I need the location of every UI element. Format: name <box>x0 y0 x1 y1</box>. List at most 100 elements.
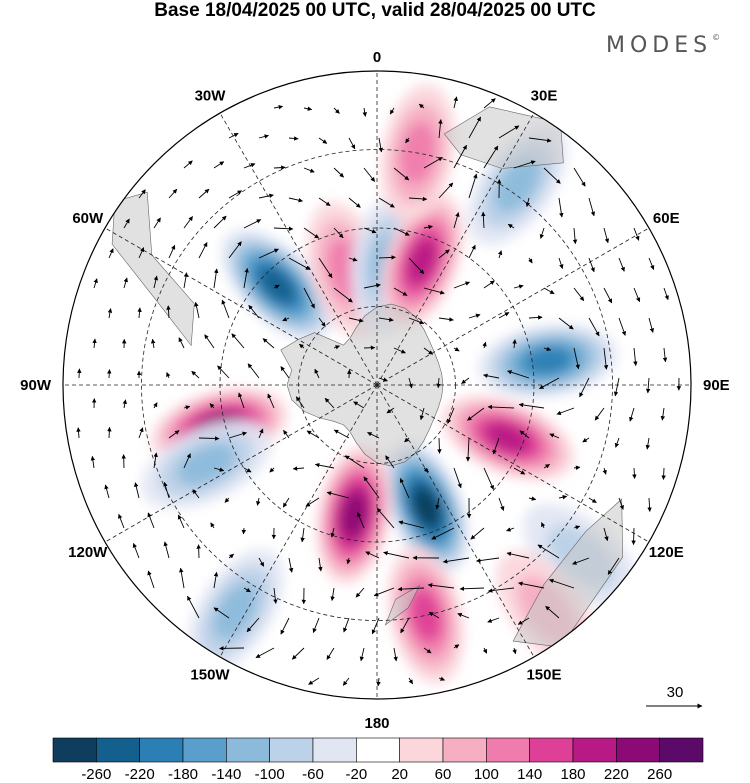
colorbar-tick-label: 220 <box>604 766 629 783</box>
wind-vector <box>166 305 171 319</box>
wind-vector <box>92 338 97 349</box>
wind-vector <box>607 557 620 575</box>
wind-vectors <box>76 96 682 687</box>
australia <box>512 498 624 648</box>
wind-vector <box>423 287 445 295</box>
wind-vector <box>438 119 443 139</box>
wind-vector <box>518 402 545 409</box>
wind-vector <box>292 466 305 471</box>
wind-vector <box>519 430 530 439</box>
wind-vector <box>543 463 550 469</box>
wind-vector <box>333 345 341 350</box>
anomaly-center <box>387 546 465 685</box>
wind-vector <box>303 227 320 239</box>
wind-vector <box>314 368 320 379</box>
wind-vector <box>633 347 638 366</box>
wind-vector <box>423 647 432 654</box>
wind-vector <box>397 586 425 592</box>
wind-vector <box>507 223 515 229</box>
map-border <box>62 70 692 700</box>
wind-vector <box>528 496 537 501</box>
wind-vector <box>435 497 440 510</box>
wind-vector <box>362 107 367 117</box>
wind-vector <box>389 107 395 115</box>
wind-vector <box>273 104 284 110</box>
colorbar-segment <box>182 737 227 763</box>
wind-vector <box>359 647 365 662</box>
wind-vector <box>262 338 275 349</box>
wind-vector <box>602 467 607 475</box>
meridian-label: 60E <box>653 210 680 227</box>
wind-vector <box>228 553 234 559</box>
vector-scale: 30 <box>646 684 703 709</box>
wind-vector <box>408 677 413 685</box>
wind-vector <box>147 570 155 589</box>
wind-vector <box>183 216 194 229</box>
wind-vector <box>342 677 350 686</box>
wind-vector <box>378 197 395 208</box>
wind-vector <box>330 527 335 538</box>
wind-vector <box>400 617 410 634</box>
wind-vector <box>282 317 290 322</box>
wind-vector <box>134 482 140 499</box>
wind-vector <box>468 173 478 199</box>
wind-vector <box>378 137 383 153</box>
wind-vector <box>178 337 185 349</box>
wind-vector <box>498 312 510 319</box>
wind-vector <box>291 647 305 660</box>
wind-vector <box>93 278 98 289</box>
wind-vector <box>243 587 251 593</box>
wind-vector <box>346 557 351 565</box>
wind-vector <box>408 196 428 202</box>
wind-vector <box>371 617 380 635</box>
wind-vector <box>442 557 470 564</box>
wind-vector <box>438 317 454 322</box>
wind-vector <box>528 257 533 264</box>
wind-vector <box>453 281 470 289</box>
wind-vector <box>647 497 652 512</box>
wind-vector <box>393 227 410 236</box>
wind-vector <box>256 497 261 506</box>
colorbar-segment <box>486 737 530 763</box>
wind-vector <box>539 377 560 390</box>
wind-vector <box>663 287 669 301</box>
wind-vector <box>224 497 230 503</box>
wind-vector <box>198 188 210 199</box>
wind-vector <box>588 257 595 273</box>
meridian-label: 180 <box>364 715 389 732</box>
wind-vector <box>187 595 200 619</box>
wind-vector <box>273 284 280 290</box>
wind-vector <box>267 393 275 409</box>
wind-vector <box>483 145 499 169</box>
colorbar-tick-label: 20 <box>391 766 408 783</box>
wind-vector <box>545 605 560 619</box>
wind-vector <box>408 317 425 325</box>
wind-vector <box>258 557 265 567</box>
wind-vector <box>303 106 313 111</box>
wind-vector <box>558 494 568 500</box>
anomaly-field <box>141 83 640 685</box>
wind-vector <box>431 527 455 540</box>
wind-vector <box>299 343 305 349</box>
wind-vector <box>618 317 626 336</box>
wind-vector <box>548 578 575 589</box>
colorbar-tick-label: -60 <box>302 766 324 783</box>
wind-vector <box>573 465 581 470</box>
wind-vector <box>405 137 410 144</box>
wind-vector <box>213 571 219 589</box>
colorbar-segment <box>442 737 487 763</box>
wind-vector <box>318 197 331 207</box>
wind-vector <box>355 587 365 598</box>
wind-vector <box>326 491 350 499</box>
wind-vector <box>123 277 128 289</box>
anomaly-center <box>380 194 464 328</box>
wind-vector <box>288 557 294 573</box>
meridian-label: 30E <box>531 88 558 105</box>
wind-vector <box>549 433 560 439</box>
wind-vector <box>204 334 215 349</box>
wind-vector <box>497 250 503 259</box>
wind-vector <box>573 287 585 302</box>
wind-vector <box>447 407 455 424</box>
wind-vector <box>183 160 193 169</box>
wind-vector <box>465 437 471 462</box>
